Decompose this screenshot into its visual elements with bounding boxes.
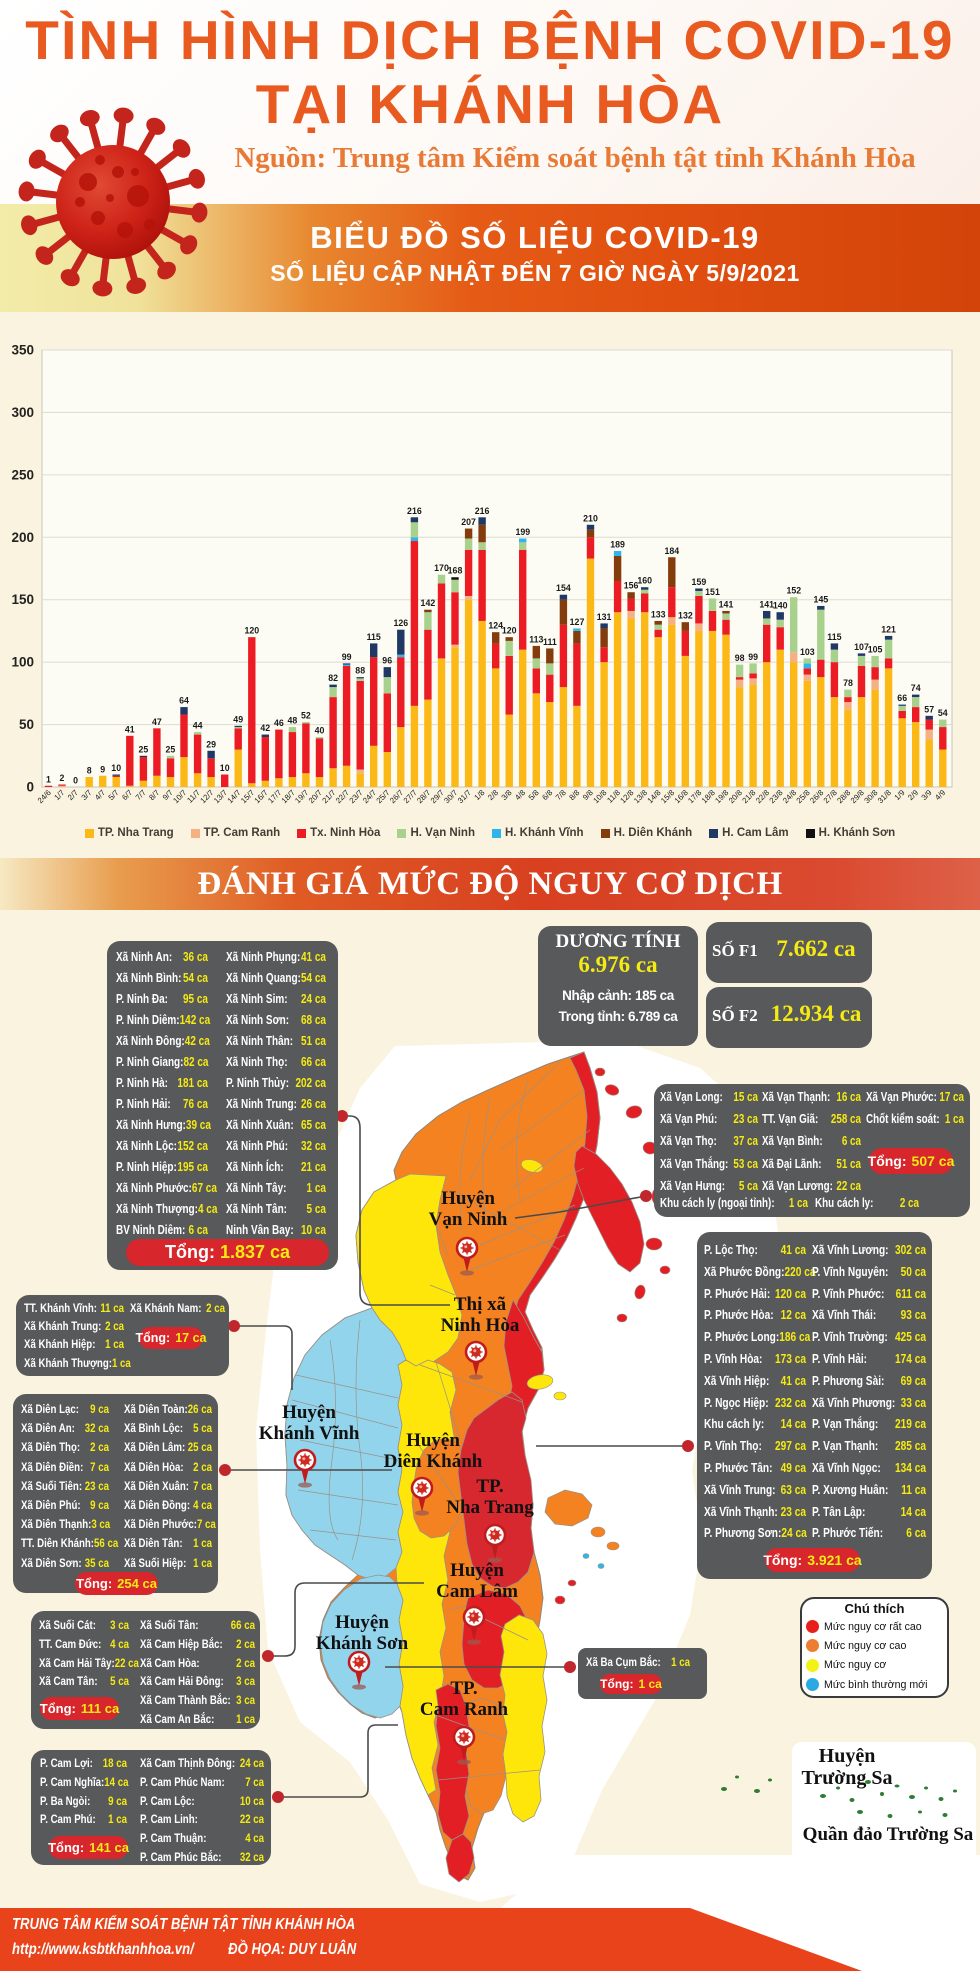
svg-text:1/7: 1/7 [52, 788, 66, 802]
svg-text:300: 300 [11, 405, 34, 420]
svg-text:31/7: 31/7 [456, 788, 473, 805]
svg-text:154: 154 [556, 583, 571, 593]
svg-text:2/8: 2/8 [486, 788, 500, 802]
svg-text:200: 200 [11, 530, 34, 545]
svg-text:120: 120 [502, 626, 517, 636]
svg-text:207: 207 [461, 517, 476, 527]
svg-text:100: 100 [11, 655, 34, 670]
svg-text:216: 216 [475, 506, 490, 516]
svg-text:6/8: 6/8 [540, 788, 554, 802]
svg-text:145: 145 [814, 595, 829, 605]
svg-text:199: 199 [515, 527, 530, 537]
svg-text:160: 160 [637, 576, 652, 586]
svg-text:156: 156 [624, 581, 639, 591]
svg-text:151: 151 [705, 587, 720, 597]
svg-text:3/9: 3/9 [920, 788, 934, 802]
svg-text:49: 49 [233, 714, 243, 724]
svg-text:25: 25 [139, 744, 149, 754]
svg-text:111: 111 [543, 637, 557, 647]
svg-text:133: 133 [651, 609, 666, 619]
svg-text:115: 115 [367, 632, 381, 642]
svg-text:99: 99 [342, 652, 352, 662]
svg-text:250: 250 [11, 467, 34, 482]
svg-text:82: 82 [328, 673, 338, 683]
svg-text:103: 103 [800, 647, 815, 657]
svg-text:41: 41 [125, 724, 135, 734]
svg-text:3/7: 3/7 [80, 788, 94, 802]
svg-text:40: 40 [315, 726, 325, 736]
svg-text:184: 184 [664, 546, 679, 556]
svg-text:1/8: 1/8 [472, 788, 486, 802]
svg-text:216: 216 [407, 506, 422, 516]
svg-text:7/8: 7/8 [554, 788, 568, 802]
svg-text:25: 25 [166, 744, 176, 754]
svg-text:24/6: 24/6 [36, 788, 53, 805]
svg-text:3/8: 3/8 [500, 788, 514, 802]
svg-text:113: 113 [529, 634, 543, 644]
svg-text:10: 10 [111, 763, 121, 773]
svg-text:4/8: 4/8 [513, 788, 527, 802]
svg-text:96: 96 [382, 656, 392, 666]
svg-text:0: 0 [26, 780, 34, 795]
svg-text:2/9: 2/9 [906, 788, 920, 802]
svg-text:78: 78 [843, 678, 853, 688]
svg-text:88: 88 [355, 666, 365, 676]
svg-text:74: 74 [911, 683, 921, 693]
svg-text:1/9: 1/9 [893, 788, 907, 802]
svg-text:98: 98 [735, 653, 745, 663]
svg-text:5/8: 5/8 [527, 788, 541, 802]
svg-text:8: 8 [87, 766, 92, 776]
svg-text:48: 48 [288, 716, 298, 726]
svg-text:210: 210 [583, 513, 598, 523]
svg-text:5/7: 5/7 [107, 788, 121, 802]
svg-text:8/7: 8/7 [147, 788, 161, 802]
svg-text:2: 2 [60, 773, 65, 783]
svg-text:107: 107 [854, 642, 869, 652]
svg-text:99: 99 [748, 652, 758, 662]
svg-text:141: 141 [759, 599, 774, 609]
svg-text:131: 131 [597, 612, 612, 622]
svg-text:168: 168 [448, 566, 463, 576]
svg-text:115: 115 [827, 632, 841, 642]
svg-text:42: 42 [260, 723, 270, 733]
svg-text:54: 54 [938, 708, 948, 718]
svg-text:64: 64 [179, 696, 189, 706]
svg-text:127: 127 [570, 617, 585, 627]
svg-text:350: 350 [11, 343, 34, 358]
svg-text:132: 132 [678, 611, 693, 621]
svg-text:47: 47 [152, 717, 162, 727]
svg-text:124: 124 [488, 621, 503, 631]
svg-text:50: 50 [19, 717, 34, 732]
svg-text:105: 105 [868, 644, 883, 654]
svg-text:4/9: 4/9 [933, 788, 947, 802]
svg-text:52: 52 [301, 711, 311, 721]
svg-text:31/8: 31/8 [876, 788, 893, 805]
svg-text:8/8: 8/8 [567, 788, 581, 802]
svg-text:120: 120 [244, 626, 259, 636]
svg-text:7/7: 7/7 [134, 788, 148, 802]
svg-text:1: 1 [46, 774, 51, 784]
svg-text:126: 126 [393, 618, 408, 628]
svg-text:4/7: 4/7 [93, 788, 107, 802]
svg-text:46: 46 [274, 718, 284, 728]
svg-text:140: 140 [773, 601, 788, 611]
svg-text:150: 150 [11, 592, 34, 607]
svg-text:57: 57 [924, 704, 934, 714]
svg-text:9: 9 [100, 764, 105, 774]
svg-text:44: 44 [193, 721, 203, 731]
svg-text:170: 170 [434, 563, 449, 573]
svg-text:142: 142 [421, 598, 436, 608]
svg-text:159: 159 [692, 577, 707, 587]
svg-text:66: 66 [897, 693, 907, 703]
svg-text:6/7: 6/7 [120, 788, 134, 802]
svg-text:189: 189 [610, 540, 625, 550]
svg-text:152: 152 [786, 586, 801, 596]
svg-text:29: 29 [206, 739, 216, 749]
svg-text:2/7: 2/7 [66, 788, 80, 802]
svg-text:0: 0 [73, 776, 78, 786]
svg-text:121: 121 [881, 624, 896, 634]
svg-text:141: 141 [719, 599, 734, 609]
svg-text:10: 10 [220, 763, 230, 773]
